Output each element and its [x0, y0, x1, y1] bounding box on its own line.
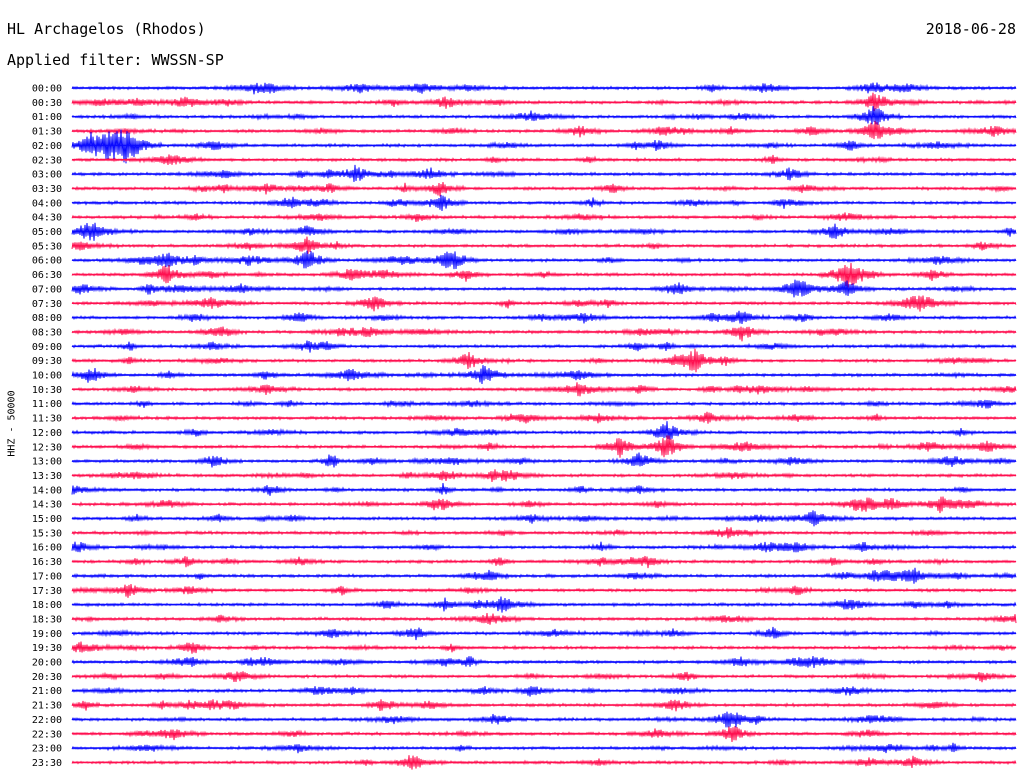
trace-time-label: 05:30 [32, 241, 62, 252]
trace-time-label: 05:00 [32, 227, 62, 238]
trace-time-label: 06:30 [32, 270, 62, 281]
trace-time-label: 10:30 [32, 385, 62, 396]
seismic-trace [71, 452, 1017, 468]
trace-time-label: 21:30 [32, 701, 62, 712]
trace-time-label: 12:30 [32, 442, 62, 453]
trace-time-label: 00:30 [32, 98, 62, 109]
trace-time-label: 13:00 [32, 457, 62, 468]
trace-time-label: 07:00 [32, 284, 62, 295]
trace-time-label: 23:00 [32, 744, 62, 755]
trace-time-label: 16:30 [32, 557, 62, 568]
trace-time-label: 13:30 [32, 471, 62, 482]
trace-time-label: 19:30 [32, 643, 62, 654]
trace-time-label: 11:30 [32, 414, 62, 425]
trace-time-label: 07:30 [32, 299, 62, 310]
trace-time-label: 10:00 [32, 371, 62, 382]
trace-time-label: 09:30 [32, 356, 62, 367]
trace-time-label: 14:30 [32, 500, 62, 511]
trace-time-label: 08:00 [32, 313, 62, 324]
trace-time-label: 21:00 [32, 686, 62, 697]
trace-time-label: 22:00 [32, 715, 62, 726]
trace-time-label: 14:00 [32, 485, 62, 496]
seismic-trace [71, 326, 1017, 342]
trace-time-label: 03:30 [32, 184, 62, 195]
trace-time-label: 06:00 [32, 256, 62, 267]
trace-time-label: 03:00 [32, 170, 62, 181]
trace-time-label: 12:00 [32, 428, 62, 439]
seismic-trace [71, 164, 1017, 182]
trace-time-label: 17:30 [32, 586, 62, 597]
trace-time-label: 01:00 [32, 112, 62, 123]
trace-time-label: 11:00 [32, 399, 62, 410]
trace-time-label: 15:30 [32, 528, 62, 539]
plot-date: 2018-06-28 [925, 20, 1016, 38]
trace-time-label: 15:00 [32, 514, 62, 525]
trace-time-label: 08:30 [32, 327, 62, 338]
trace-time-label: 19:00 [32, 629, 62, 640]
trace-time-label: 22:30 [32, 729, 62, 740]
trace-time-label: 17:00 [32, 571, 62, 582]
trace-time-label: 04:00 [32, 198, 62, 209]
seismic-trace [71, 262, 1017, 288]
trace-time-label: 02:30 [32, 155, 62, 166]
station-title: HL Archagelos (Rhodos) [7, 20, 206, 38]
filter-label: Applied filter: WWSSN-SP [7, 51, 224, 69]
trace-time-label: 02:00 [32, 141, 62, 152]
trace-time-label: 01:30 [32, 127, 62, 138]
trace-time-label: 20:30 [32, 672, 62, 683]
trace-time-label: 18:30 [32, 614, 62, 625]
seismic-trace [71, 421, 1017, 440]
trace-time-label: 23:30 [32, 758, 62, 769]
trace-time-label: 04:30 [32, 213, 62, 224]
seismic-trace [71, 181, 1017, 197]
trace-time-label: 16:00 [32, 543, 62, 554]
trace-time-label: 00:00 [32, 84, 62, 95]
seismic-trace [71, 120, 1017, 140]
trace-time-label: 18:00 [32, 600, 62, 611]
trace-time-label: 09:00 [32, 342, 62, 353]
trace-time-label: 20:00 [32, 658, 62, 669]
